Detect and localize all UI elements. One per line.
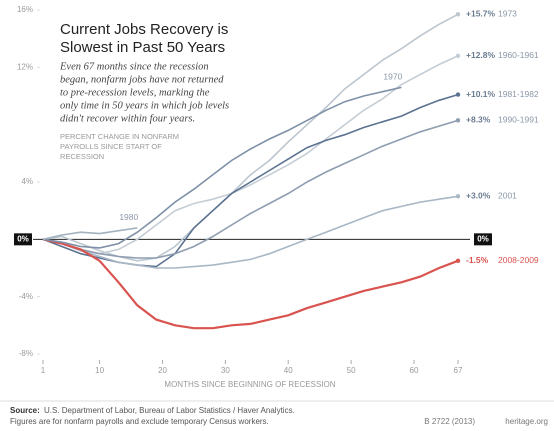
series-line — [42, 86, 402, 249]
series-label: 2008-2009 — [498, 255, 539, 265]
series-label: 1973 — [498, 9, 517, 19]
y-tick-label: 12% — [17, 62, 33, 71]
series-label: 1981-1982 — [498, 89, 539, 99]
series-line — [42, 13, 459, 262]
x-axis-label: MONTHS SINCE BEGINNING OF RECESSION — [164, 380, 335, 389]
y-tick-label: 4% — [21, 177, 33, 186]
subtitle: Even 67 months since the recession — [59, 61, 209, 72]
chart-title: Slowest in Past 50 Years — [60, 39, 225, 56]
series-line — [42, 238, 459, 330]
end-dot — [455, 118, 461, 123]
y-tick-label: -4% — [19, 292, 33, 301]
series-label: 1970 — [383, 72, 402, 82]
x-tick-label: 60 — [410, 366, 419, 375]
series-label: 1960-1961 — [498, 50, 539, 60]
series-line — [42, 195, 459, 269]
series-line — [42, 227, 138, 241]
subtitle: didn't recover within four years. — [60, 113, 195, 124]
subtitle: began, nonfarm jobs have not returned — [60, 74, 224, 85]
value-label: +15.7% — [466, 9, 496, 19]
x-tick-label: 20 — [158, 366, 167, 375]
end-dot — [455, 194, 461, 199]
value-label: +10.1% — [466, 89, 496, 99]
subtitle: to pre-recession levels, marking the — [60, 87, 210, 98]
source-label: Source: — [10, 406, 40, 415]
y-tick-label: 0% — [17, 234, 29, 243]
x-tick-label: 50 — [347, 366, 356, 375]
end-dot — [455, 92, 461, 97]
y-tick-label: 16% — [17, 5, 33, 14]
value-label: +12.8% — [466, 50, 496, 60]
end-dot — [455, 12, 461, 17]
series-label: 2001 — [498, 191, 517, 201]
end-dot — [455, 258, 461, 264]
y-tick-label: -8% — [19, 349, 33, 358]
x-tick-label: 30 — [221, 366, 230, 375]
note: Figures are for nonfarm payrolls and exc… — [10, 417, 269, 426]
zero-box — [474, 233, 492, 246]
y-axis-label: PAYROLLS SINCE START OF — [60, 142, 162, 151]
code: B 2722 (2013) — [424, 417, 475, 426]
zero-box — [14, 233, 32, 246]
source: U.S. Department of Labor, Bureau of Labo… — [44, 406, 295, 415]
value-label: +3.0% — [466, 191, 491, 201]
x-tick-label: 10 — [95, 366, 104, 375]
x-tick-label: 40 — [284, 366, 293, 375]
chart-title: Current Jobs Recovery is — [60, 21, 228, 38]
site: heritage.org — [505, 417, 548, 426]
series-line — [42, 119, 459, 259]
value-label: +8.3% — [466, 115, 491, 125]
subtitle: only time in 50 years in which job level… — [60, 100, 229, 111]
value-label: -1.5% — [466, 255, 489, 265]
x-tick-label: 67 — [454, 366, 463, 375]
end-dot — [455, 53, 461, 59]
y-axis-label: PERCENT CHANGE IN NONFARM — [60, 132, 179, 141]
series-label: 1980 — [119, 212, 138, 222]
x-tick-label: 1 — [41, 366, 46, 375]
series-line — [42, 55, 459, 255]
y-axis-label: RECESSION — [60, 152, 104, 161]
y-tick-label: 0% — [477, 234, 489, 243]
series-label: 1990-1991 — [498, 115, 539, 125]
